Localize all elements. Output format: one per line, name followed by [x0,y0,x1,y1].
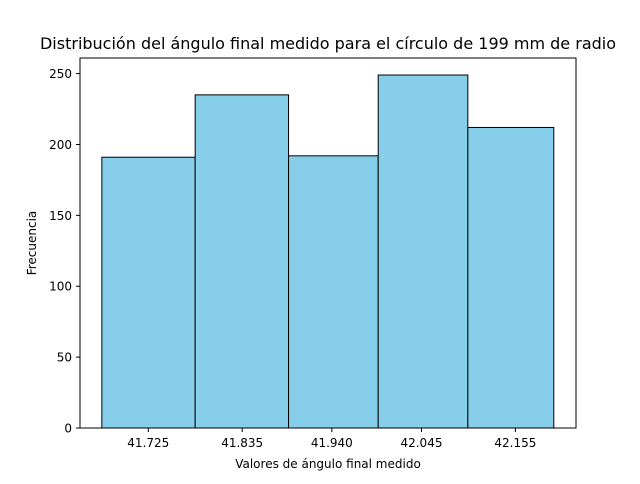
axes-frame [79,57,577,429]
y-axis-ticks: 0 50 100 150 200 250 [49,67,80,436]
histogram-bar [194,94,290,429]
x-tick-label: 42.045 [400,436,442,450]
histogram-bar [288,155,379,429]
histogram-bar [101,156,196,429]
x-tick-label: 41.835 [221,436,263,450]
y-tick-label: 50 [57,351,72,365]
y-tick-label: 100 [49,280,72,294]
y-tick-label: 0 [64,422,72,436]
x-axis-label: Valores de ángulo final medido [235,457,421,471]
y-tick-label: 200 [49,138,72,152]
y-tick-label: 250 [49,67,72,81]
histogram-bar [377,74,469,429]
x-tick-label: 41.725 [127,436,169,450]
x-axis-ticks: 41.725 41.835 41.940 42.045 42.155 [127,428,536,450]
y-axis-label: Frecuencia [25,211,39,276]
chart-title: Distribución del ángulo final medido par… [40,34,616,53]
bars-group [101,74,555,429]
y-tick-label: 150 [49,209,72,223]
x-tick-label: 41.940 [311,436,353,450]
histogram-bar [467,126,555,429]
x-tick-label: 42.155 [494,436,536,450]
